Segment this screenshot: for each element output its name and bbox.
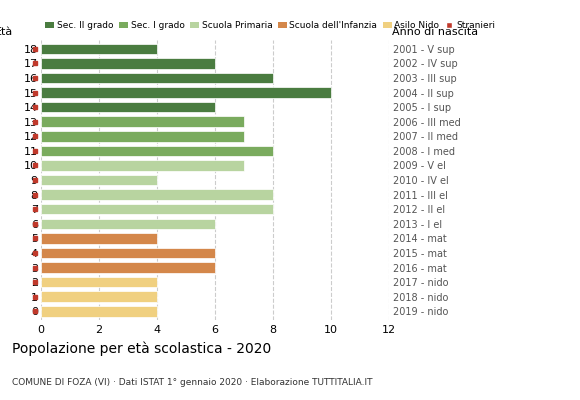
Bar	[41, 306, 157, 316]
Bar	[41, 218, 215, 229]
Text: Popolazione per età scolastica - 2020: Popolazione per età scolastica - 2020	[12, 342, 271, 356]
Text: Anno di nascita: Anno di nascita	[392, 27, 478, 37]
Bar	[41, 204, 273, 214]
Bar	[41, 233, 157, 244]
Bar	[41, 248, 215, 258]
Bar	[41, 87, 331, 98]
Text: COMUNE DI FOZA (VI) · Dati ISTAT 1° gennaio 2020 · Elaborazione TUTTITALIA.IT: COMUNE DI FOZA (VI) · Dati ISTAT 1° genn…	[12, 378, 372, 387]
Bar	[41, 44, 157, 54]
Text: Età: Età	[0, 27, 13, 37]
Bar	[41, 262, 215, 273]
Legend: Sec. II grado, Sec. I grado, Scuola Primaria, Scuola dell'Infanzia, Asilo Nido, : Sec. II grado, Sec. I grado, Scuola Prim…	[45, 21, 496, 30]
Bar	[41, 189, 273, 200]
Bar	[41, 58, 215, 68]
Bar	[41, 277, 157, 287]
Bar	[41, 160, 244, 171]
Bar	[41, 102, 215, 112]
Bar	[41, 116, 244, 127]
Bar	[41, 292, 157, 302]
Bar	[41, 146, 273, 156]
Bar	[41, 175, 157, 185]
Bar	[41, 131, 244, 142]
Bar	[41, 73, 273, 83]
